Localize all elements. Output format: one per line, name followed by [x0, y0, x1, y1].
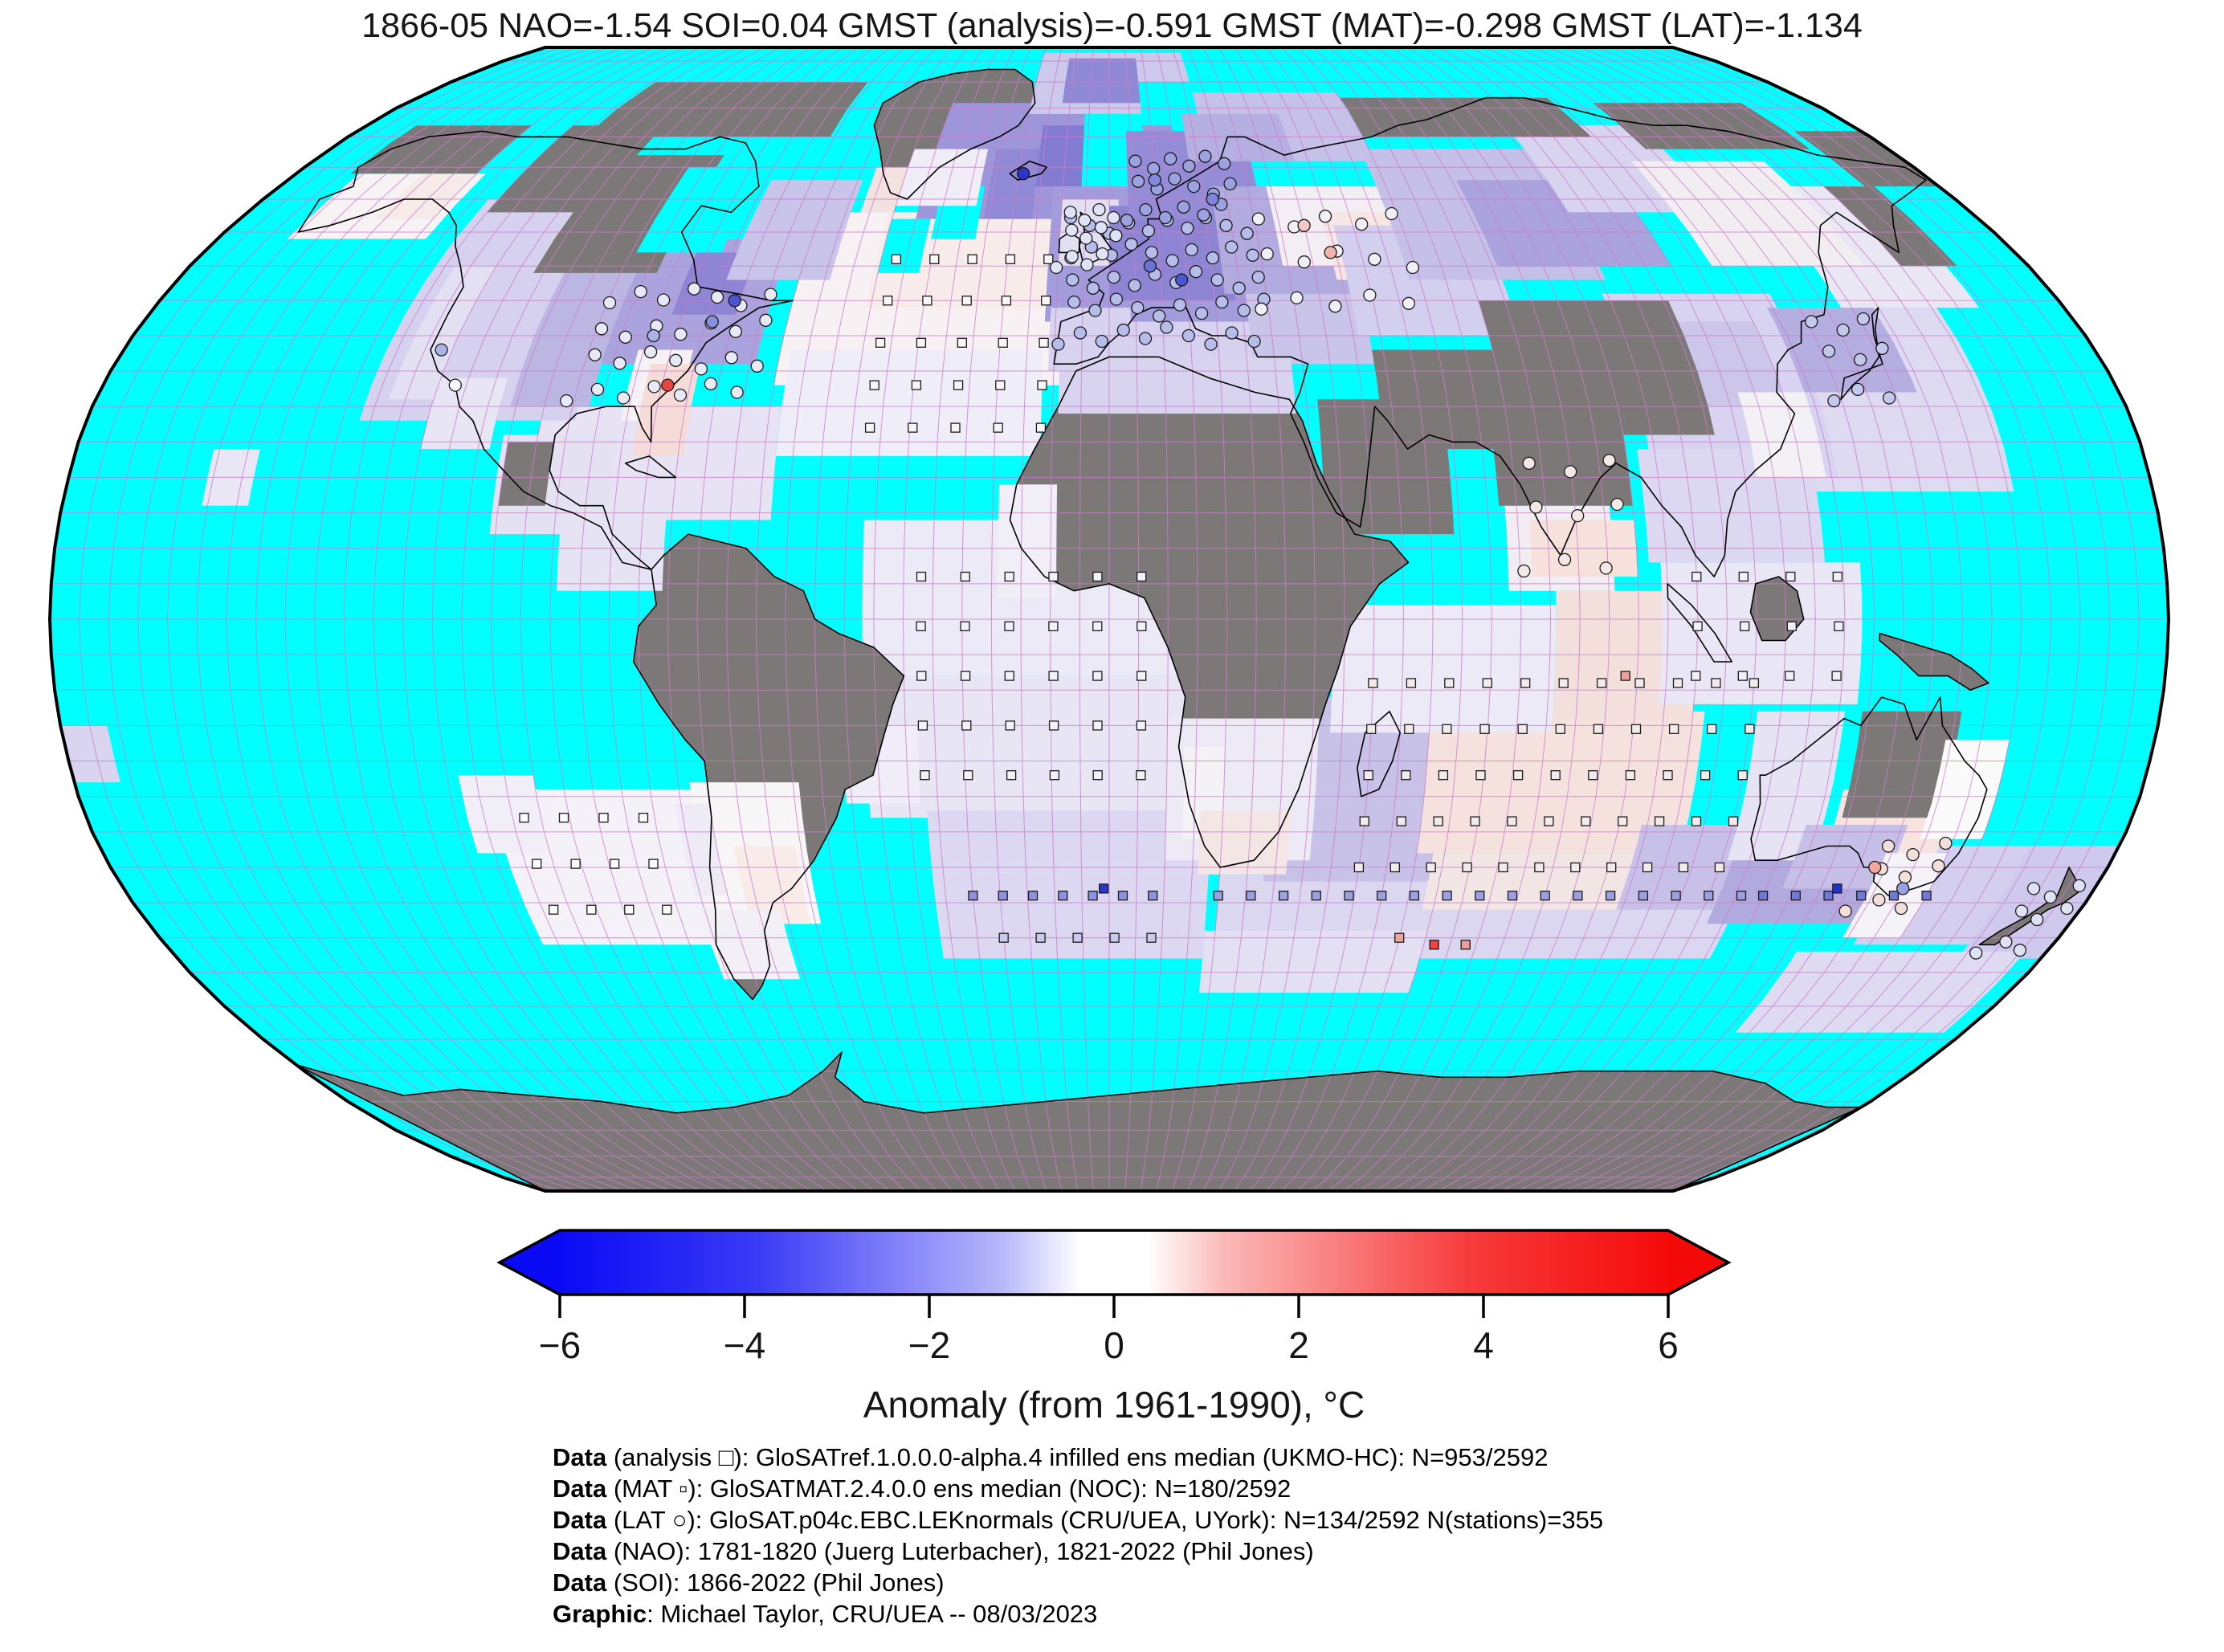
colorbar-tick-label: 4 — [1473, 1324, 1494, 1366]
footer-line: Data (MAT ▫): GloSATMAT.2.4.0.0 ens medi… — [553, 1473, 1603, 1504]
footer-line-prefix: Data — [553, 1443, 607, 1471]
footer-line-prefix: Data — [553, 1506, 607, 1534]
footer-line-text: (analysis □): GloSATref.1.0.0.0-alpha.4 … — [606, 1443, 1549, 1471]
figure-title: 1866-05 NAO=-1.54 SOI=0.04 GMST (analysi… — [361, 6, 1863, 45]
footer-line-prefix: Data — [553, 1568, 607, 1597]
colorbar-tick-label: 0 — [1104, 1324, 1124, 1366]
footer-line-prefix: Graphic — [553, 1600, 647, 1628]
footer-line-text: (NAO): 1781-1820 (Juerg Luterbacher), 18… — [606, 1537, 1314, 1565]
colorbar-tick-label: 6 — [1658, 1324, 1679, 1366]
colorbar-axis-label: Anomaly (from 1961-1990), °C — [863, 1384, 1365, 1426]
colorbar — [496, 1229, 1732, 1318]
footer-line: Data (analysis □): GloSATref.1.0.0.0-alp… — [553, 1442, 1603, 1473]
footer-attribution: Data (analysis □): GloSATref.1.0.0.0-alp… — [553, 1442, 1603, 1630]
footer-line-text: (MAT ▫): GloSATMAT.2.4.0.0 ens median (N… — [606, 1475, 1292, 1503]
footer-line-text: (SOI): 1866-2022 (Phil Jones) — [606, 1568, 945, 1597]
footer-line: Graphic: Michael Taylor, CRU/UEA -- 08/0… — [553, 1598, 1603, 1630]
graticule — [50, 47, 2169, 1191]
coastlines — [295, 68, 2084, 1191]
footer-line: Data (LAT ○): GloSAT.p04c.EBC.LEKnormals… — [553, 1504, 1603, 1536]
station-markers — [435, 149, 2086, 960]
footer-line: Data (NAO): 1781-1820 (Juerg Luterbacher… — [553, 1536, 1603, 1567]
colorbar-tick-label: −4 — [723, 1324, 766, 1366]
footer-line-prefix: Data — [553, 1475, 607, 1503]
map-body — [50, 47, 2169, 1191]
colorbar-tick-label: −2 — [908, 1324, 951, 1366]
colorbar-tick-label: 2 — [1288, 1324, 1309, 1366]
map-border — [47, 46, 2171, 1193]
colorbar-tick-label: −6 — [538, 1324, 582, 1366]
footer-line: Data (SOI): 1866-2022 (Phil Jones) — [553, 1567, 1603, 1598]
footer-line-text: : Michael Taylor, CRU/UEA -- 08/03/2023 — [647, 1600, 1098, 1628]
footer-line-prefix: Data — [553, 1537, 607, 1565]
footer-line-text: (LAT ○): GloSAT.p04c.EBC.LEKnormals (CRU… — [606, 1506, 1604, 1534]
